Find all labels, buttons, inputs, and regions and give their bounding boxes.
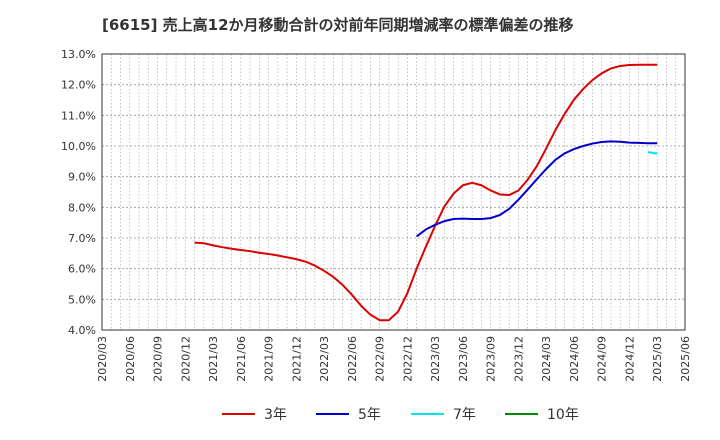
grid xyxy=(102,54,685,330)
x-tick-label: 2021/12 xyxy=(290,336,303,382)
legend-label: 10年 xyxy=(547,407,579,423)
x-tick-label: 2022/09 xyxy=(374,336,387,382)
y-tick-label: 10.0% xyxy=(61,140,96,153)
x-tick-label: 2022/03 xyxy=(318,336,331,382)
x-tick-label: 2022/12 xyxy=(401,336,414,382)
legend: 3年 5年 7年 10年 xyxy=(222,407,579,423)
plot-area xyxy=(101,53,686,331)
series-line-7年 xyxy=(647,151,658,155)
x-tick-label: 2024/09 xyxy=(596,336,609,382)
x-tick-label: 2022/06 xyxy=(346,336,359,382)
legend-label: 5年 xyxy=(358,407,381,423)
y-tick-label: 12.0% xyxy=(61,79,96,92)
x-tick-label: 2025/06 xyxy=(679,336,692,382)
x-tick-label: 2021/09 xyxy=(263,336,276,382)
y-axis: 4.0% 5.0% 6.0% 7.0% 8.0% 9.0% 10.0% 11.0% 12.0% 1… xyxy=(61,48,96,337)
x-tick-label: 2025/03 xyxy=(651,336,664,382)
x-tick-label: 2024/03 xyxy=(540,336,553,382)
y-tick-label: 8.0% xyxy=(68,201,96,214)
chart-title: [6615] 売上高12か月移動合計の対前年同期増減率の標準偏差の推移 xyxy=(102,16,574,34)
y-tick-label: 11.0% xyxy=(61,109,96,122)
x-tick-label: 2020/09 xyxy=(152,336,165,382)
x-tick-label: 2021/06 xyxy=(235,336,248,382)
series-line-5年 xyxy=(416,140,658,238)
y-tick-label: 13.0% xyxy=(61,48,96,61)
x-tick-label: 2023/09 xyxy=(485,336,498,382)
x-tick-label: 2020/06 xyxy=(124,336,137,382)
y-tick-label: 4.0% xyxy=(68,324,96,337)
series-line-3年 xyxy=(194,63,658,322)
x-tick-label: 2021/03 xyxy=(207,336,220,382)
x-tick-label: 2023/06 xyxy=(457,336,470,382)
x-tick-label: 2020/03 xyxy=(96,336,109,382)
series-lines xyxy=(194,63,658,322)
y-tick-label: 6.0% xyxy=(68,263,96,276)
x-tick-label: 2023/03 xyxy=(429,336,442,382)
y-tick-label: 5.0% xyxy=(68,293,96,306)
legend-label: 7年 xyxy=(453,407,476,423)
y-tick-label: 7.0% xyxy=(68,232,96,245)
x-tick-label: 2024/12 xyxy=(623,336,636,382)
x-tick-label: 2023/12 xyxy=(512,336,525,382)
y-tick-label: 9.0% xyxy=(68,171,96,184)
x-tick-label: 2020/12 xyxy=(179,336,192,382)
legend-label: 3年 xyxy=(264,407,287,423)
x-axis: 2020/03 2020/06 2020/09 2020/12 2021/03 2021/… xyxy=(96,336,692,382)
x-tick-label: 2024/06 xyxy=(568,336,581,382)
